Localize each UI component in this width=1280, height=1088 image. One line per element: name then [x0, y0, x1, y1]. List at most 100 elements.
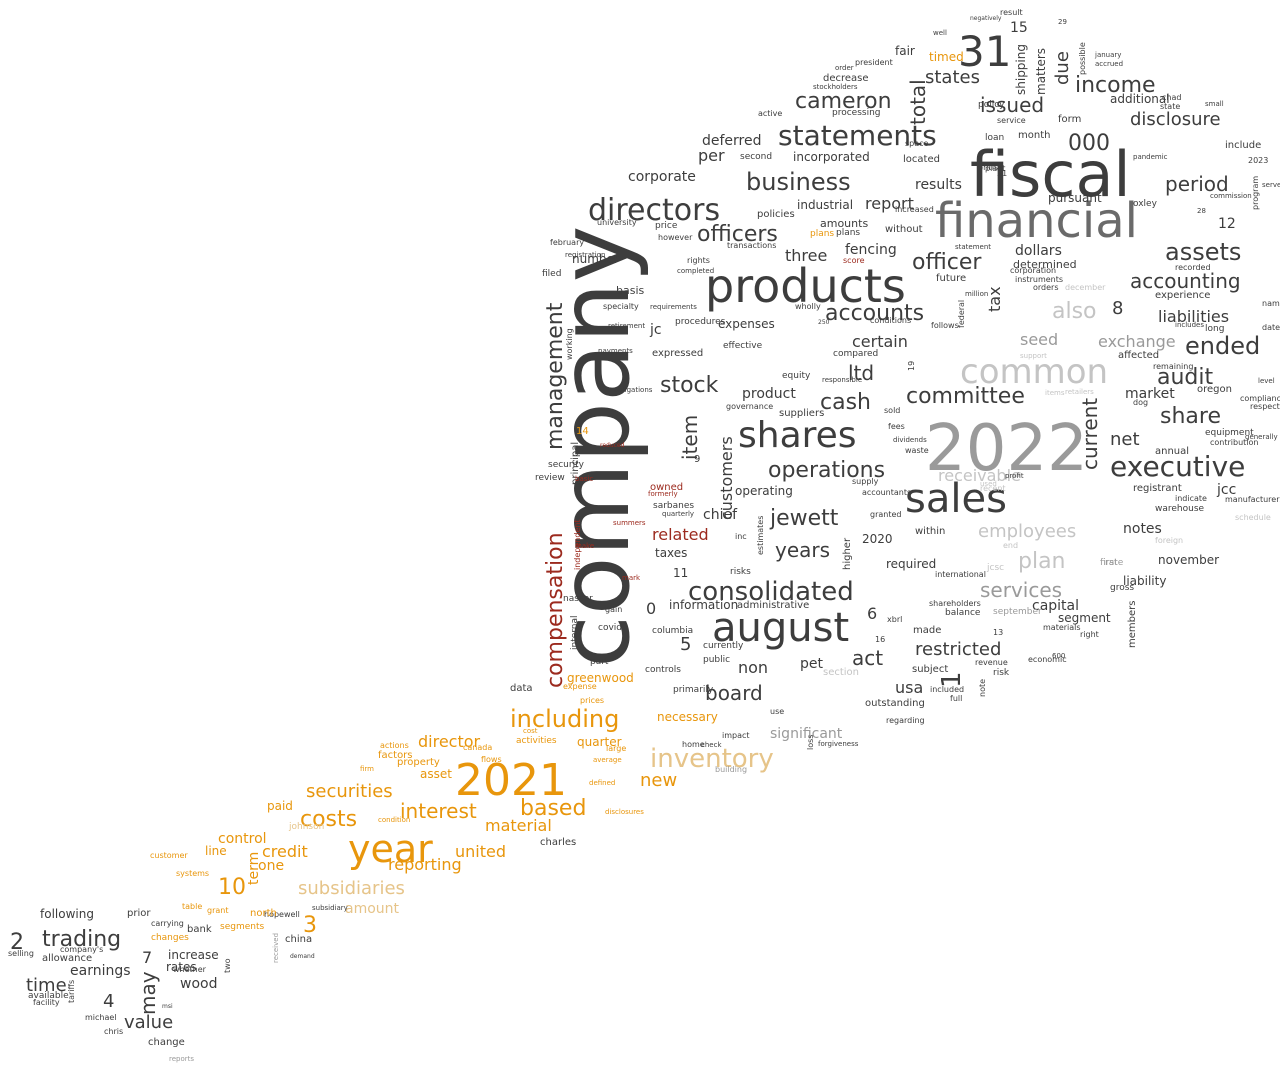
- cloud-word: sales: [905, 476, 1007, 522]
- cloud-word: policy: [978, 100, 1005, 110]
- cloud-word: space: [905, 139, 929, 148]
- cloud-word: rights: [687, 256, 710, 265]
- cloud-word: forgiveness: [818, 740, 859, 748]
- cloud-word: 250: [818, 319, 830, 326]
- cloud-word: board: [705, 681, 763, 705]
- cloud-word: month: [1018, 130, 1050, 141]
- cloud-word: loan: [985, 133, 1004, 143]
- cloud-word: shipping: [1014, 44, 1028, 95]
- cloud-word: taxes: [655, 546, 687, 560]
- cloud-word: share: [1160, 404, 1221, 429]
- cloud-word: orders: [1033, 283, 1059, 292]
- cloud-word: materials: [1043, 623, 1081, 632]
- cloud-word: accrued: [1095, 60, 1123, 68]
- cloud-word: 000: [1068, 131, 1110, 156]
- cloud-word: customers: [717, 436, 736, 520]
- cloud-word: control: [218, 831, 267, 847]
- cloud-word: audit: [1157, 365, 1214, 390]
- cloud-word: within: [915, 526, 945, 537]
- cloud-word: reduced: [600, 442, 625, 449]
- cloud-word: receivable: [938, 466, 1021, 485]
- cloud-word: issued: [980, 93, 1044, 117]
- cloud-word: british: [978, 163, 1003, 172]
- cloud-word: business: [746, 168, 851, 196]
- cloud-word: item: [678, 415, 702, 460]
- cloud-word: 8: [1112, 298, 1123, 319]
- cloud-word: wood: [180, 976, 217, 992]
- cloud-word: credit: [262, 842, 308, 861]
- cloud-word: fiscal: [970, 138, 1131, 211]
- cloud-word: obligations: [614, 386, 653, 394]
- cloud-word: respectively: [1250, 402, 1280, 411]
- cloud-word: amount: [345, 901, 400, 917]
- cloud-word: market: [1125, 386, 1175, 402]
- cloud-word: line: [205, 844, 227, 858]
- cloud-word: management: [543, 302, 568, 450]
- cloud-word: outstanding: [865, 698, 925, 709]
- cloud-word: actions: [380, 741, 409, 750]
- cloud-word: warehouse: [1155, 504, 1205, 514]
- cloud-word: dog: [1133, 398, 1148, 407]
- cloud-word: 19: [907, 361, 916, 371]
- cloud-word: waste: [905, 446, 929, 455]
- cloud-word: incorporated: [793, 150, 870, 164]
- cloud-word: wholly: [795, 302, 821, 311]
- cloud-word: follows: [931, 321, 959, 330]
- cloud-word: whether: [173, 965, 207, 974]
- cloud-word: score: [843, 256, 865, 265]
- cloud-word: 28: [1197, 207, 1206, 215]
- cloud-word: ended: [1185, 332, 1260, 360]
- cloud-word: pandemic: [1133, 153, 1168, 161]
- cloud-word: nasser: [563, 594, 593, 604]
- cloud-word: chris: [104, 1027, 123, 1036]
- cloud-word: plant: [985, 164, 1005, 173]
- cloud-word: 21: [997, 169, 1007, 178]
- cloud-word: table: [182, 902, 202, 911]
- cloud-word: recorded: [1175, 263, 1211, 272]
- cloud-word: united: [455, 842, 506, 861]
- cloud-word: increased: [895, 205, 934, 214]
- cloud-word: state: [1160, 102, 1180, 111]
- cloud-word: payments: [598, 347, 633, 355]
- cloud-word: conditions: [870, 316, 911, 325]
- cloud-word: foreign: [1155, 536, 1183, 545]
- cloud-word: based: [520, 796, 586, 821]
- cloud-word: received: [272, 933, 280, 963]
- cloud-word: three: [785, 246, 827, 265]
- cloud-word: covid: [598, 623, 622, 633]
- cloud-word: rate: [1105, 558, 1124, 568]
- cloud-word: instruments: [1015, 275, 1063, 284]
- cloud-word: segments: [220, 922, 264, 932]
- cloud-word: restricted: [915, 639, 1001, 660]
- cloud-word: working: [565, 328, 574, 360]
- cloud-word: 7: [142, 948, 152, 967]
- cloud-word: accounts: [825, 301, 924, 326]
- cloud-word: however: [658, 233, 693, 242]
- cloud-word: demand: [290, 953, 315, 960]
- cloud-word: policies: [757, 209, 795, 220]
- cloud-word: deferred: [702, 133, 762, 149]
- cloud-word: jcsc: [986, 563, 1004, 573]
- cloud-word: canada: [463, 743, 492, 752]
- cloud-word: 29: [1058, 18, 1067, 26]
- cloud-word: 2021: [455, 755, 567, 806]
- cloud-word: january: [1094, 51, 1121, 59]
- cloud-word: north: [250, 908, 277, 919]
- cloud-word: chief: [703, 507, 738, 523]
- cloud-word: following: [40, 907, 94, 921]
- cloud-word: exchange: [1098, 332, 1176, 351]
- cloud-word: balance: [945, 608, 981, 618]
- cloud-word: 12: [1218, 216, 1236, 232]
- cloud-word: items: [1045, 389, 1065, 397]
- cloud-word: reports: [169, 1055, 194, 1063]
- cloud-word: subsidiary: [312, 904, 348, 912]
- cloud-word: manufacturers: [1225, 495, 1280, 504]
- cloud-word: firm: [360, 765, 374, 773]
- cloud-word: subject: [912, 664, 948, 675]
- cloud-word: information: [669, 598, 738, 612]
- cloud-word: completed: [677, 267, 714, 275]
- cloud-word: facility: [33, 998, 60, 1007]
- cloud-word: net: [1110, 429, 1140, 450]
- cloud-word: internal: [570, 615, 580, 650]
